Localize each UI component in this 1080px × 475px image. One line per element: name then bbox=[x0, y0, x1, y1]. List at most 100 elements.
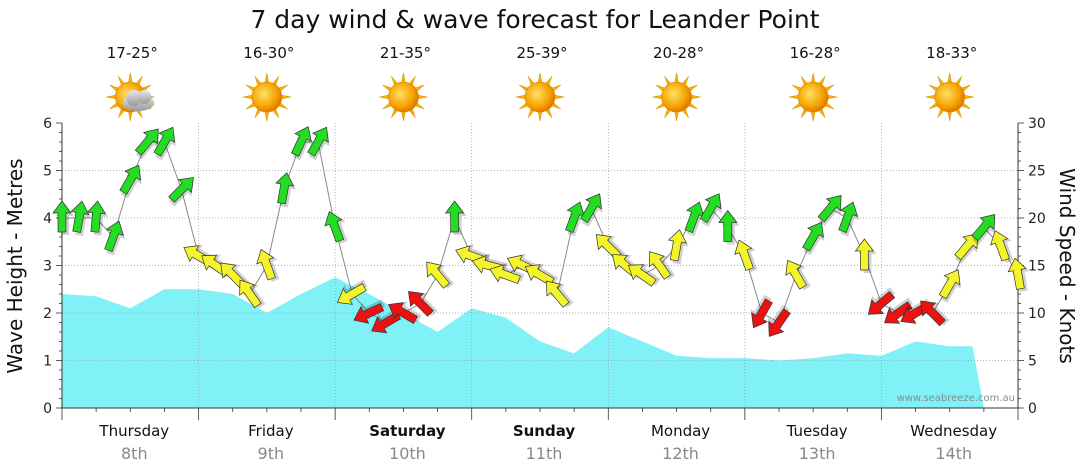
wind-arrow bbox=[699, 193, 723, 227]
temperature-range: 16-28° bbox=[790, 44, 841, 62]
wind-arrow bbox=[256, 248, 280, 282]
wave-height-area bbox=[62, 277, 984, 408]
right-axis-label: Wind Speed - Knots bbox=[1055, 168, 1079, 364]
sun-icon bbox=[242, 72, 291, 122]
wind-arrow bbox=[954, 233, 979, 265]
wind-arrow bbox=[388, 301, 422, 324]
axes bbox=[56, 122, 1024, 420]
wind-arrow bbox=[104, 220, 126, 256]
left-axis-ticks: 0 1 2 3 4 5 6 bbox=[43, 116, 52, 417]
left-tick-label: 2 bbox=[43, 306, 52, 322]
right-tick-label: 20 bbox=[1028, 211, 1046, 227]
right-tick-label: 30 bbox=[1028, 116, 1046, 132]
sun-cloud-icon bbox=[106, 72, 155, 122]
day-name-label: Tuesday bbox=[786, 422, 848, 440]
right-tick-label: 25 bbox=[1028, 164, 1046, 180]
day-date-label: 11th bbox=[526, 444, 563, 463]
day-date-label: 10th bbox=[389, 444, 426, 463]
day-date-label: 13th bbox=[799, 444, 836, 463]
wind-arrow bbox=[990, 229, 1014, 263]
day-date-label: 9th bbox=[258, 444, 285, 463]
wind-arrow bbox=[768, 304, 791, 337]
wind-arrow bbox=[971, 214, 996, 246]
wind-arrow bbox=[336, 279, 368, 305]
wind-arrow bbox=[785, 259, 811, 291]
day-date-label: 8th bbox=[121, 444, 148, 463]
left-tick-label: 1 bbox=[43, 354, 52, 370]
wind-arrow bbox=[426, 261, 454, 289]
wind-arrow bbox=[545, 280, 574, 308]
watermark[interactable]: www.seabreeze.com.au bbox=[897, 393, 1015, 404]
wind-arrow bbox=[802, 221, 825, 256]
wind-arrow bbox=[627, 264, 661, 287]
sun-icon bbox=[515, 72, 565, 122]
wind-arrow bbox=[275, 172, 297, 208]
wind-arrow bbox=[153, 126, 176, 161]
wind-arrow bbox=[168, 177, 194, 207]
wind-arrow bbox=[1007, 257, 1030, 292]
temperature-range: 21-35° bbox=[380, 44, 431, 62]
wind-arrow bbox=[734, 239, 758, 273]
sun-icon bbox=[379, 72, 428, 122]
right-axis-ticks: 0 5 10 15 20 25 30 bbox=[1028, 116, 1046, 417]
left-tick-label: 5 bbox=[43, 164, 52, 180]
day-name-label: Thursday bbox=[98, 422, 169, 440]
wind-arrow bbox=[524, 263, 559, 286]
wind-arrow bbox=[52, 200, 74, 235]
left-axis-label: Wave Height - Metres bbox=[3, 158, 27, 373]
wind-arrow bbox=[119, 164, 142, 199]
wind-arrow bbox=[353, 299, 386, 324]
wind-arrow bbox=[867, 287, 896, 315]
wind-arrow bbox=[938, 269, 962, 303]
wind-arrow bbox=[408, 291, 438, 317]
sun-icon bbox=[789, 72, 838, 122]
wind-arrow bbox=[684, 201, 706, 237]
day-name-label: Saturday bbox=[369, 422, 446, 440]
day-name-label: Monday bbox=[651, 422, 710, 440]
day-labels: Thursday 8th Friday 9th Saturday 10th Sunday 11… bbox=[98, 422, 997, 463]
wind-arrow bbox=[580, 193, 603, 227]
wind-arrow bbox=[307, 126, 330, 161]
left-tick-label: 3 bbox=[43, 259, 52, 275]
day-name-label: Sunday bbox=[513, 422, 576, 440]
wind-arrow bbox=[324, 210, 348, 244]
wind-arrow bbox=[444, 200, 467, 235]
wind-arrow bbox=[920, 300, 950, 327]
temperature-range: 16-30° bbox=[243, 44, 294, 62]
wind-arrow bbox=[70, 200, 92, 236]
right-tick-label: 15 bbox=[1028, 259, 1046, 275]
wind-arrow bbox=[750, 294, 773, 329]
weather-icons bbox=[106, 72, 974, 122]
wave-area-path bbox=[62, 277, 984, 408]
sun-icon bbox=[925, 72, 974, 122]
day-name-label: Wednesday bbox=[910, 422, 997, 440]
wind-arrow bbox=[489, 263, 525, 284]
day-temperatures: 17-25° 16-30° 21-35° 25-39° 20-28° 16-28° 18-3… bbox=[107, 44, 978, 62]
left-tick-label: 4 bbox=[43, 211, 52, 227]
wind-arrow bbox=[134, 128, 159, 160]
wind-arrow bbox=[290, 126, 313, 161]
wind-arrow bbox=[838, 201, 860, 237]
day-date-label: 14th bbox=[935, 444, 972, 463]
wind-arrow bbox=[884, 297, 913, 324]
chart-title: 7 day wind & wave forecast for Leander P… bbox=[250, 5, 819, 34]
sun-icon bbox=[652, 72, 701, 122]
day-date-label: 12th bbox=[662, 444, 699, 463]
right-tick-label: 0 bbox=[1028, 401, 1037, 417]
right-tick-label: 5 bbox=[1028, 354, 1037, 370]
wind-arrow bbox=[86, 200, 109, 236]
wind-arrows bbox=[52, 126, 1030, 337]
left-tick-label: 6 bbox=[43, 116, 52, 132]
wind-arrow bbox=[817, 195, 842, 227]
wind-arrow bbox=[854, 238, 877, 273]
temperature-range: 25-39° bbox=[516, 44, 567, 62]
wind-arrow bbox=[565, 201, 587, 237]
day-name-label: Friday bbox=[248, 422, 294, 440]
wind-arrow bbox=[239, 279, 266, 309]
temperature-range: 17-25° bbox=[107, 44, 158, 62]
temperature-range: 18-33° bbox=[926, 44, 977, 62]
wind-arrow bbox=[648, 251, 675, 280]
right-tick-label: 10 bbox=[1028, 306, 1046, 322]
wind-arrow bbox=[718, 209, 740, 245]
